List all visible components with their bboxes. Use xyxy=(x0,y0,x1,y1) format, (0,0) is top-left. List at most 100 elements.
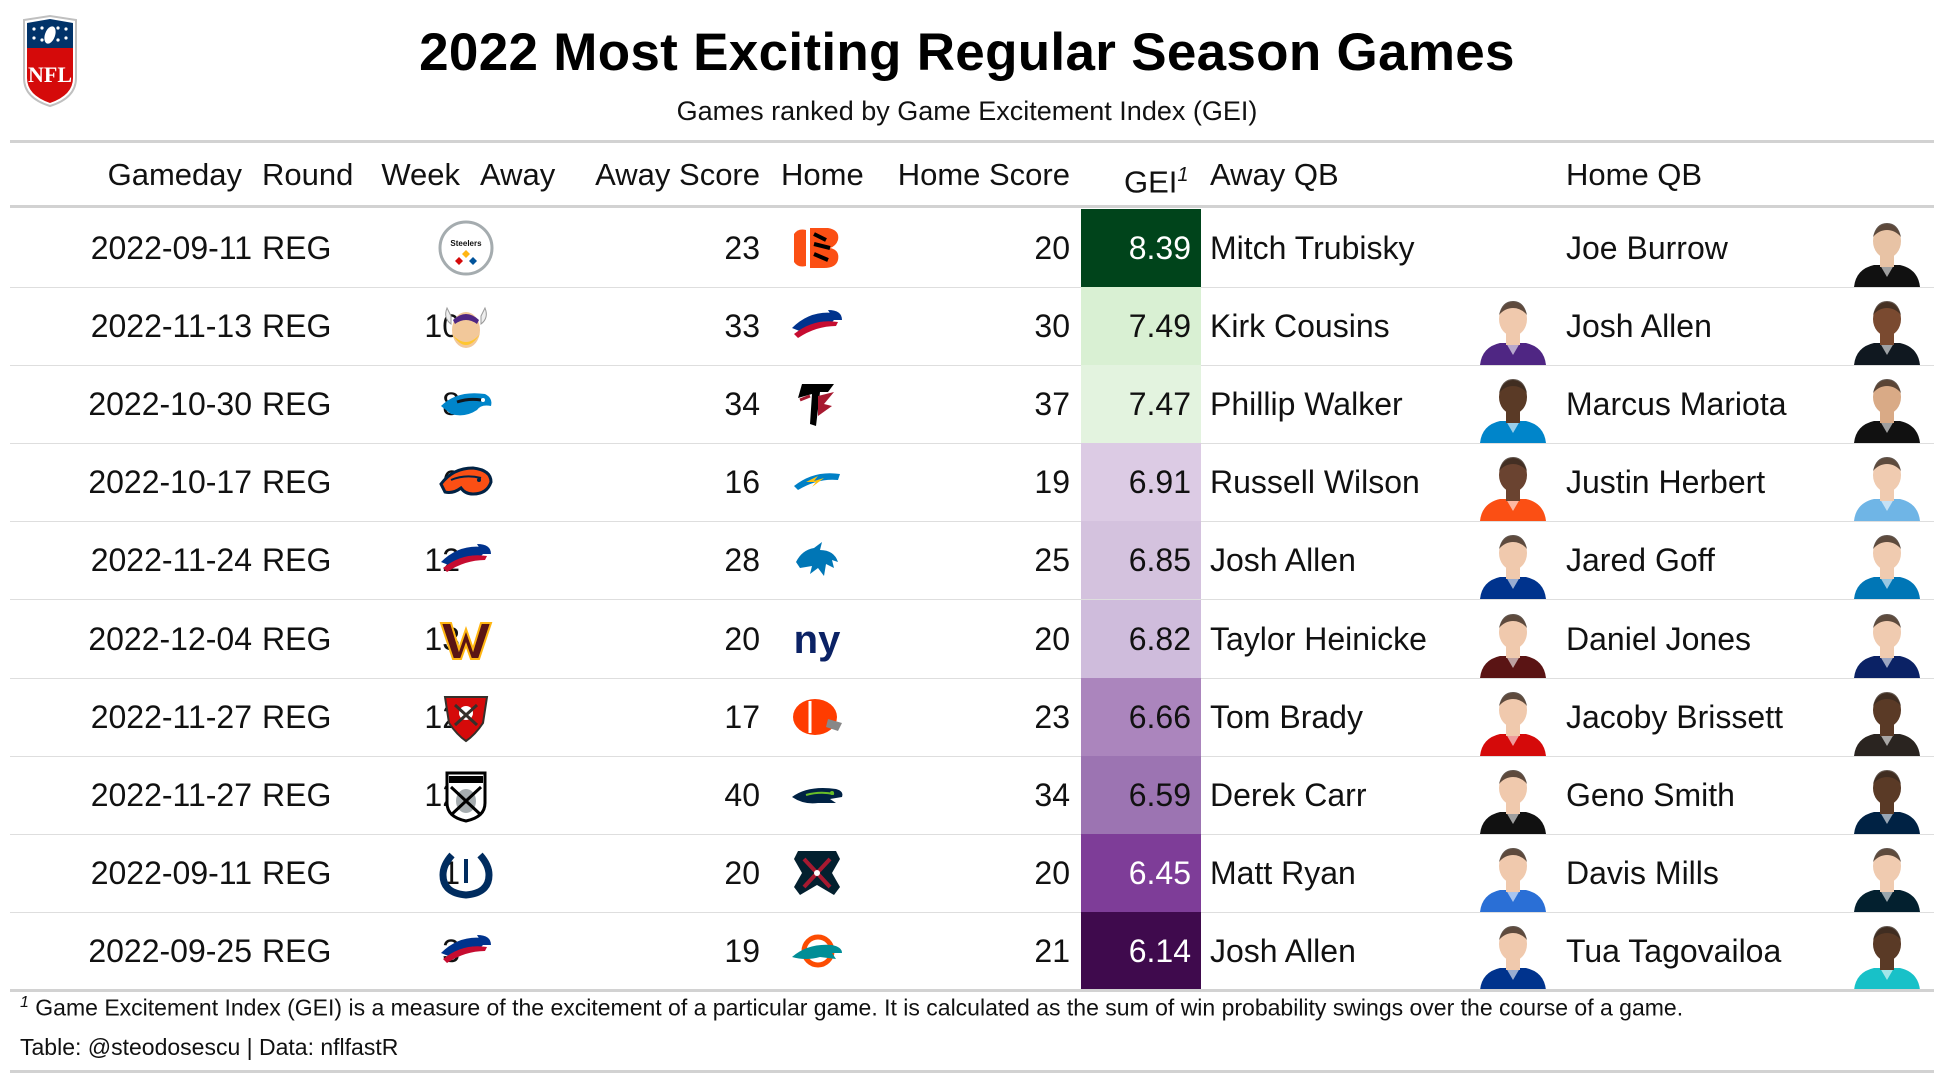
away-qb-headshot xyxy=(1480,613,1546,678)
gei-cell: 8.39 xyxy=(1081,209,1201,287)
home-score-cell: 25 xyxy=(1034,542,1070,579)
source-credit: Table: @steodosescu | Data: nflfastR xyxy=(20,1034,399,1060)
home-team-logo: ny xyxy=(794,618,841,662)
home-score-cell: 20 xyxy=(1034,230,1070,266)
away-qb-cell: Derek Carr xyxy=(1210,776,1367,813)
col-header-gei: GEI1 xyxy=(1124,164,1189,200)
away-team-logo: Steelers xyxy=(438,220,494,276)
gei-value: 7.47 xyxy=(1128,386,1191,423)
svg-text:ny: ny xyxy=(794,618,841,662)
round-cell: REG xyxy=(262,542,332,579)
col-header-gameday: Gameday xyxy=(107,157,242,192)
home-team-logo xyxy=(796,542,838,577)
home-qb-cell: Josh Allen xyxy=(1566,308,1712,345)
away-qb-headshot xyxy=(1480,847,1546,912)
away-team-logo xyxy=(441,544,491,573)
home-qb-headshot xyxy=(1854,847,1920,912)
col-header-away: Away xyxy=(480,157,556,192)
home-qb-cell: Jacoby Brissett xyxy=(1566,698,1783,735)
nfl-logo: NFL xyxy=(23,14,77,108)
col-header-home: Home xyxy=(781,157,864,192)
away-team-logo xyxy=(445,306,487,349)
away-team-logo xyxy=(439,466,493,496)
home-qb-headshot xyxy=(1854,769,1920,834)
home-qb-cell: Davis Mills xyxy=(1566,854,1719,891)
away-score-cell: 19 xyxy=(724,932,760,969)
home-qb-cell: Joe Burrow xyxy=(1566,230,1728,266)
away-team-logo xyxy=(441,934,491,963)
home-team-logo xyxy=(794,228,839,268)
away-qb-cell: Josh Allen xyxy=(1210,932,1356,969)
gei-cell: 6.91 xyxy=(1081,443,1201,522)
away-qb-cell: Josh Allen xyxy=(1210,542,1356,579)
footer-rule xyxy=(10,1070,1934,1073)
away-team-logo xyxy=(443,695,489,742)
col-header-week: Week xyxy=(381,157,460,192)
gei-cell: 6.59 xyxy=(1081,755,1201,834)
gei-cell: 6.82 xyxy=(1081,599,1201,678)
gei-value: 6.14 xyxy=(1128,932,1191,969)
home-qb-headshot xyxy=(1854,613,1920,678)
table-row: 2022-09-11 REG 1 20 20 6.45 Matt Ryan Davis Mil… xyxy=(10,833,1934,913)
gameday-cell: 2022-09-11 xyxy=(90,854,252,891)
away-score-cell: 23 xyxy=(724,230,760,266)
home-qb-headshot xyxy=(1854,925,1920,990)
home-qb-headshot xyxy=(1854,301,1920,366)
table-row: 2022-11-24 REG 12 28 25 6.85 Josh Allen Jared G… xyxy=(10,521,1934,601)
home-score-cell: 19 xyxy=(1034,464,1070,501)
gameday-cell: 2022-11-24 xyxy=(90,542,252,579)
away-qb-cell: Taylor Heinicke xyxy=(1210,620,1427,657)
round-cell: REG xyxy=(262,698,332,735)
away-score-cell: 17 xyxy=(724,698,760,735)
home-qb-cell: Justin Herbert xyxy=(1566,464,1766,501)
round-cell: REG xyxy=(262,854,332,891)
away-team-logo xyxy=(445,771,487,823)
bottom-rule xyxy=(10,989,1934,992)
gameday-cell: 2022-12-04 xyxy=(88,620,252,657)
gei-value: 8.39 xyxy=(1128,230,1191,266)
home-team-logo xyxy=(792,934,842,968)
home-qb-cell: Jared Goff xyxy=(1566,542,1715,579)
away-score-cell: 40 xyxy=(724,776,760,813)
round-cell: REG xyxy=(262,386,332,423)
home-qb-headshot xyxy=(1854,223,1920,287)
round-cell: REG xyxy=(262,464,332,501)
col-header-home-score: Home Score xyxy=(897,157,1070,192)
away-qb-cell: Phillip Walker xyxy=(1210,386,1403,423)
gei-value: 7.49 xyxy=(1128,308,1191,345)
away-qb-cell: Mitch Trubisky xyxy=(1210,230,1415,266)
home-score-cell: 21 xyxy=(1034,932,1070,969)
away-qb-headshot xyxy=(1480,691,1546,756)
round-cell: REG xyxy=(262,230,332,266)
away-qb-cell: Tom Brady xyxy=(1210,698,1363,735)
gei-cell: 7.49 xyxy=(1081,287,1201,366)
round-cell: REG xyxy=(262,308,332,345)
gameday-cell: 2022-11-27 xyxy=(90,698,252,735)
gei-value: 6.59 xyxy=(1128,776,1191,813)
gameday-cell: 2022-10-17 xyxy=(88,464,252,501)
away-score-cell: 28 xyxy=(724,542,760,579)
gameday-cell: 2022-09-25 xyxy=(88,932,252,969)
home-qb-cell: Geno Smith xyxy=(1566,776,1735,813)
home-qb-cell: Daniel Jones xyxy=(1566,620,1751,657)
page-subtitle: Games ranked by Game Excitement Index (G… xyxy=(676,96,1258,126)
table-row: 2022-11-13 REG 10 33 30 7.49 Kirk Cousins Josh … xyxy=(10,287,1934,367)
gei-value: 6.66 xyxy=(1128,698,1191,735)
away-team-logo xyxy=(439,621,493,660)
home-team-logo xyxy=(792,310,842,339)
footnote: 1 Game Excitement Index (GEI) is a measu… xyxy=(20,994,1684,1021)
away-qb-headshot xyxy=(1480,379,1546,444)
gei-footnote-mark: 1 xyxy=(1177,164,1189,186)
svg-text:NFL: NFL xyxy=(28,62,72,87)
header-rule xyxy=(10,205,1934,208)
home-score-cell: 20 xyxy=(1034,854,1070,891)
home-team-logo xyxy=(792,787,843,804)
gei-cell: 6.85 xyxy=(1081,521,1201,600)
gameday-cell: 2022-11-27 xyxy=(90,776,252,813)
col-header-away-qb: Away QB xyxy=(1210,157,1339,192)
table-row: 2022-12-04 REG 13 20 20 6.82 Taylor Heinicke Da… xyxy=(10,599,1934,679)
away-score-cell: 20 xyxy=(724,854,760,891)
gameday-cell: 2022-09-11 xyxy=(90,230,252,266)
